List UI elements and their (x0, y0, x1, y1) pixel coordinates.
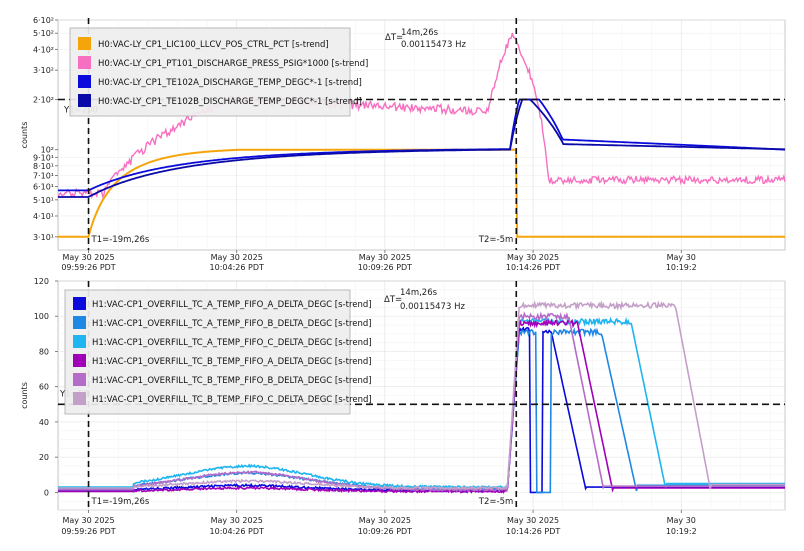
bottom-y-tick-label: 80 (39, 347, 49, 356)
bottom-legend-swatch[interactable] (73, 354, 86, 367)
bottom-y-axis-label: counts (20, 382, 29, 409)
top-y-tick-label: 5·10² (33, 29, 54, 38)
bottom-t2-label: T2=-5m (478, 497, 513, 507)
top-y-tick-label: 9·10¹ (33, 153, 54, 162)
bottom-series-line (58, 311, 785, 493)
top-legend-label: H0:VAC-LY_CP1_TE102B_DISCHARGE_TEMP_DEGC… (98, 97, 362, 107)
bottom-x-tick-label: 10:14:26 PDT (506, 527, 560, 536)
top-x-tick-label: May 30 2025 (359, 253, 411, 262)
bottom-y-tick-label: 120 (34, 277, 49, 286)
top-y-tick-label: 3·10¹ (33, 233, 54, 242)
top-legend-swatch[interactable] (78, 56, 91, 69)
top-legend-swatch[interactable] (78, 37, 91, 50)
bottom-legend-swatch[interactable] (73, 392, 86, 405)
top-x-tick-label: May 30 2025 (211, 253, 263, 262)
bottom-x-tick-label: 10:19:2 (666, 527, 697, 536)
bottom-series-line (58, 300, 785, 491)
top-series-line-temp-b (58, 98, 785, 198)
bottom-legend: H1:VAC-CP1_OVERFILL_TC_A_TEMP_FIFO_A_DEL… (64, 289, 372, 415)
top-delta-prefix: ΔT= (385, 33, 403, 43)
top-x-tick-label: May 30 (667, 253, 696, 262)
top-y-tick-label: 3·10² (33, 66, 54, 75)
top-legend-label: H0:VAC-LY_CP1_LIC100_LLCV_POS_CTRL_PCT [… (98, 40, 329, 50)
top-y-tick-label: 5·10¹ (33, 196, 54, 205)
bottom-y-tick-label: 60 (39, 383, 49, 392)
bottom-x-tick-label: May 30 (667, 516, 696, 525)
top-y-tick-label: 4·10¹ (33, 212, 54, 221)
top-t1-label: T1=-19m,26s (91, 235, 150, 245)
top-x-tick-label: 10:14:26 PDT (506, 263, 560, 272)
top-legend-label: H0:VAC-LY_CP1_PT101_DISCHARGE_PRESS_PSIG… (98, 59, 368, 69)
top-y-tick-label: 6·10¹ (33, 183, 54, 192)
bottom-y-tick-label: 20 (39, 453, 49, 462)
top-x-tick-label: 10:04:26 PDT (210, 263, 264, 272)
bottom-legend-label: H1:VAC-CP1_OVERFILL_TC_A_TEMP_FIFO_B_DEL… (92, 319, 372, 329)
bottom-x-tick-label: May 30 2025 (507, 516, 559, 525)
top-x-tick-label: 09:59:26 PDT (61, 263, 115, 272)
bottom-legend-label: H1:VAC-CP1_OVERFILL_TC_A_TEMP_FIFO_A_DEL… (92, 300, 372, 310)
top-x-tick-label: 10:19:2 (666, 263, 697, 272)
bottom-legend-label: H1:VAC-CP1_OVERFILL_TC_B_TEMP_FIFO_C_DEL… (92, 395, 372, 405)
top-delta-freq: 0.00115473 Hz (401, 40, 466, 50)
bottom-legend-swatch[interactable] (73, 335, 86, 348)
top-legend: H0:VAC-LY_CP1_LIC100_LLCV_POS_CTRL_PCT [… (69, 27, 368, 117)
top-x-tick-label: 10:09:26 PDT (358, 263, 412, 272)
bottom-legend-box (64, 289, 351, 415)
bottom-legend-label: H1:VAC-CP1_OVERFILL_TC_A_TEMP_FIFO_C_DEL… (92, 338, 372, 348)
bottom-delta-freq: 0.00115473 Hz (400, 302, 465, 312)
top-y-tick-label: 7·10¹ (33, 171, 54, 180)
top-t2-label: T2=-5m (478, 235, 513, 245)
bottom-legend-label: H1:VAC-CP1_OVERFILL_TC_B_TEMP_FIFO_A_DEL… (92, 357, 372, 367)
bottom-x-tick-label: May 30 2025 (62, 516, 114, 525)
bottom-delta-time: 14m,26s (400, 288, 438, 298)
top-y-tick-label: 2·10² (33, 96, 54, 105)
bottom-x-tick-label: 10:09:26 PDT (358, 527, 412, 536)
bottom-x-tick-label: 09:59:26 PDT (61, 527, 115, 536)
bottom-x-tick-label: 10:04:26 PDT (210, 527, 264, 536)
top-x-tick-label: May 30 2025 (507, 253, 559, 262)
bottom-y-tick-label: 40 (39, 418, 49, 427)
top-y-tick-label: 10² (41, 146, 54, 155)
bottom-legend-label: H1:VAC-CP1_OVERFILL_TC_B_TEMP_FIFO_B_DEL… (92, 376, 372, 386)
bottom-y-tick-label: 100 (34, 312, 49, 321)
top-legend-box (69, 27, 351, 117)
top-x-tick-label: May 30 2025 (62, 253, 114, 262)
top-y-tick-label: 6·10² (33, 16, 54, 25)
top-series-line-pressure (57, 32, 786, 200)
bottom-legend-swatch[interactable] (73, 373, 86, 386)
top-legend-swatch[interactable] (78, 94, 91, 107)
bottom-legend-swatch[interactable] (73, 316, 86, 329)
bottom-t1-label: T1=-19m,26s (91, 497, 150, 507)
bottom-x-tick-label: May 30 2025 (211, 516, 263, 525)
top-y-tick-label: 4·10² (33, 45, 54, 54)
bottom-legend-swatch[interactable] (73, 297, 86, 310)
top-y-axis-label: counts (20, 122, 29, 149)
top-legend-swatch[interactable] (78, 75, 91, 88)
top-legend-label: H0:VAC-LY_CP1_TE102A_DISCHARGE_TEMP_DEGC… (98, 78, 362, 88)
bottom-x-tick-label: May 30 2025 (359, 516, 411, 525)
bottom-y-tick-label: 0 (44, 488, 49, 497)
top-y-tick-label: 8·10¹ (33, 162, 54, 171)
bottom-series-line (58, 317, 785, 494)
top-delta-time: 14m,26s (401, 28, 439, 38)
bottom-chart-panel: 0 20 40 60 80 100 120 counts May 30 2025 09:59:26… (20, 277, 786, 536)
bottom-delta-prefix: ΔT= (384, 295, 402, 305)
